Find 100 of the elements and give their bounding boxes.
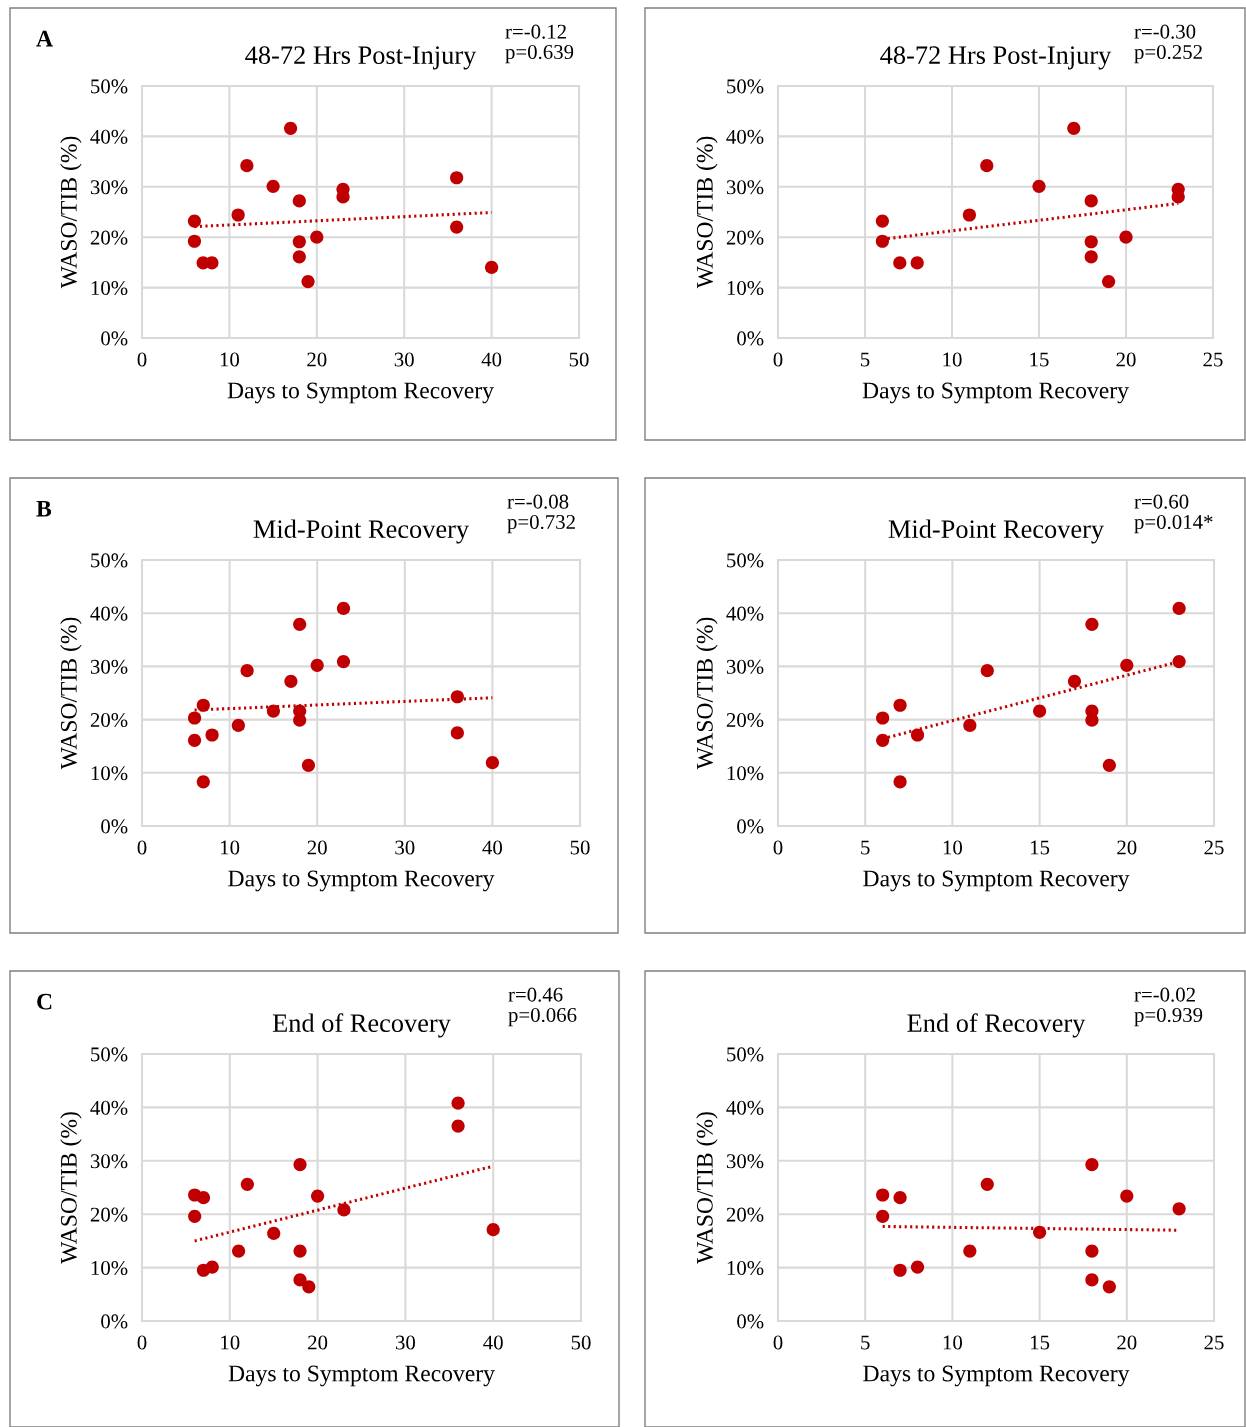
x-tick-label: 50 (570, 840, 590, 855)
point (284, 674, 298, 688)
y-tick-label: 50% (727, 553, 764, 568)
x-tick-label: 20 (307, 840, 327, 855)
y-axis-title: WASO/TIB (%) (696, 617, 718, 770)
x-tick-label: 10 (943, 1335, 963, 1350)
point (893, 1263, 907, 1277)
y-tick-label: 30% (726, 180, 764, 195)
point (196, 775, 210, 789)
y-tick-label: 40% (726, 606, 764, 621)
x-tick-label: 25 (1204, 840, 1224, 855)
x-tick-label: 50 (569, 352, 589, 367)
y-tick-label: 30% (90, 659, 128, 674)
point (1084, 250, 1098, 264)
x-tick-label: 30 (394, 352, 414, 367)
y-tick-label: 10% (727, 280, 764, 296)
y-tick-label: 40% (90, 129, 128, 144)
point (310, 230, 324, 244)
point (875, 234, 889, 248)
point (1085, 1273, 1099, 1287)
x-tick-label: 0 (137, 352, 147, 367)
point (267, 1226, 281, 1241)
point (302, 1280, 316, 1294)
point (266, 179, 280, 193)
point (893, 698, 907, 712)
point (1172, 1202, 1186, 1216)
chart-title: Mid-Point Recovery (888, 519, 1104, 544)
point (293, 1157, 307, 1172)
point (875, 214, 889, 228)
point (187, 733, 202, 747)
point (893, 256, 907, 270)
point (963, 718, 977, 733)
point (962, 208, 976, 222)
y-tick-label: 50% (91, 79, 128, 94)
x-tick-label: 10 (221, 1335, 240, 1350)
point (1084, 235, 1098, 249)
x-tick-label: 15 (1031, 840, 1050, 855)
point (231, 1244, 246, 1258)
y-tick-label: 10% (727, 766, 764, 781)
point (1102, 1280, 1116, 1294)
point (337, 1203, 351, 1217)
point (240, 664, 254, 678)
point (293, 617, 307, 631)
x-axis-title: Days to Symptom Recovery (227, 382, 494, 404)
x-tick-label: 0 (137, 1335, 147, 1350)
x-tick-label: 25 (1203, 352, 1223, 367)
y-axis-title: WASO/TIB (%) (60, 136, 82, 289)
x-tick-label: 0 (773, 352, 783, 367)
text: B (36, 500, 52, 517)
point (450, 220, 464, 234)
x-tick-label: 20 (1117, 840, 1137, 855)
point (893, 775, 907, 789)
x-tick-label: 20 (307, 352, 327, 367)
x-tick-label: 30 (395, 1335, 416, 1350)
point (980, 159, 994, 173)
point (292, 194, 306, 208)
x-tick-label: 25 (1204, 1335, 1224, 1350)
x-tick-label: 15 (1031, 1335, 1050, 1350)
text: r=-0.02 p=0.939 (1134, 987, 1203, 1027)
point (1033, 704, 1047, 718)
y-tick-label: 20% (726, 712, 764, 728)
point (486, 1223, 500, 1237)
point (1120, 1189, 1134, 1203)
point (336, 655, 351, 669)
text: r=-0.12 p=0.639 (505, 24, 574, 64)
point (450, 171, 464, 185)
chart-title: 48-72 Hrs Post-Injury (245, 46, 477, 70)
point (266, 704, 280, 718)
point (231, 208, 245, 222)
point (1033, 1225, 1047, 1239)
point (450, 726, 464, 740)
point (1085, 713, 1099, 727)
y-axis-title: WASO/TIB (%) (60, 1112, 82, 1264)
x-axis-title: Days to Symptom Recovery (228, 1365, 495, 1387)
y-axis-title: WASO/TIB (%) (60, 617, 82, 770)
point (311, 1189, 325, 1203)
x-axis-title: Days to Symptom Recovery (863, 1365, 1130, 1387)
y-tick-label: 20% (90, 230, 128, 245)
point (1067, 121, 1081, 135)
point (293, 1244, 307, 1258)
point (963, 1244, 977, 1258)
point (980, 664, 994, 678)
point (293, 713, 307, 727)
y-tick-label: 50% (727, 1047, 764, 1062)
y-tick-label: 20% (90, 1207, 128, 1222)
point (876, 711, 890, 725)
y-tick-label: 20% (90, 712, 128, 728)
point (1120, 658, 1134, 672)
y-tick-label: 30% (90, 180, 128, 195)
point (240, 1177, 254, 1191)
y-tick-label: 30% (90, 1154, 128, 1169)
chart-title: Mid-Point Recovery (253, 519, 469, 544)
point (910, 256, 924, 270)
y-tick-label: 0% (101, 819, 128, 834)
point (910, 728, 925, 742)
x-tick-label: 40 (482, 840, 503, 855)
point (1084, 194, 1098, 208)
x-tick-label: 20 (1117, 1335, 1137, 1350)
point (876, 1209, 890, 1223)
x-tick-label: 40 (483, 1335, 503, 1350)
